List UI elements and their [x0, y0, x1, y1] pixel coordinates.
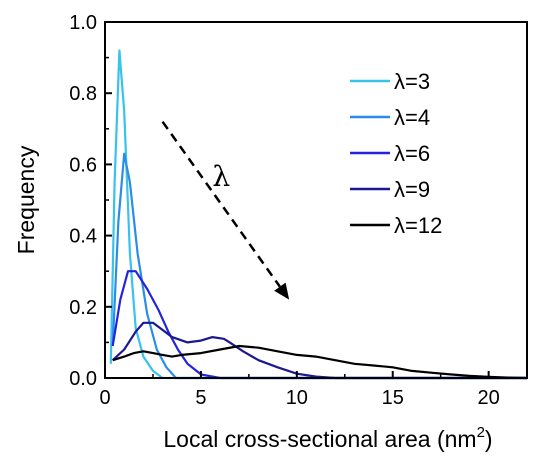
x-tick-label: 20: [478, 387, 500, 409]
y-tick-label: 0.0: [69, 368, 97, 390]
annotation: λ: [161, 120, 290, 300]
x-tick-label: 15: [382, 387, 404, 409]
x-axis-label-main: Local cross-sectional area (nm: [163, 426, 476, 452]
series-curves: [109, 49, 528, 380]
y-tick-label: 0.4: [69, 226, 97, 248]
plot-frame: [104, 21, 528, 379]
x-tick-label: 5: [195, 387, 206, 409]
y-axis-label: Frequency: [13, 145, 39, 254]
annotation-arrow-shaft: [161, 120, 281, 288]
series-line-1: [109, 49, 527, 380]
annotation-lambda: λ: [212, 160, 230, 193]
x-tick-label: 10: [286, 387, 308, 409]
x-axis-ticks: 0 5 10 15 20: [99, 371, 500, 409]
y-tick-label: 0.6: [69, 154, 97, 176]
legend-label-3: λ=6: [394, 141, 430, 166]
annotation-arrow-head: [274, 282, 290, 300]
x-tick-label: 0: [99, 387, 110, 409]
series-line-4: [111, 321, 527, 380]
y-tick-label: 0.2: [69, 297, 97, 319]
series-line-5: [112, 344, 528, 380]
legend-label-2: λ=4: [394, 105, 430, 130]
x-axis-label: Local cross-sectional area (nm2): [163, 424, 492, 452]
legend-label-5: λ=12: [394, 213, 442, 238]
series-line-3: [111, 270, 527, 380]
y-tick-label: 1.0: [69, 12, 97, 34]
x-axis-label-sup: 2: [477, 424, 485, 441]
legend-label-1: λ=3: [394, 69, 430, 94]
x-axis-label-close: ): [485, 426, 493, 452]
y-axis-ticks: 0.0 0.2 0.4 0.6 0.8 1.0: [69, 12, 112, 390]
legend-label-4: λ=9: [394, 177, 430, 202]
y-tick-label: 0.8: [69, 83, 97, 105]
legend: λ=3 λ=4 λ=6 λ=9 λ=12: [350, 69, 442, 238]
